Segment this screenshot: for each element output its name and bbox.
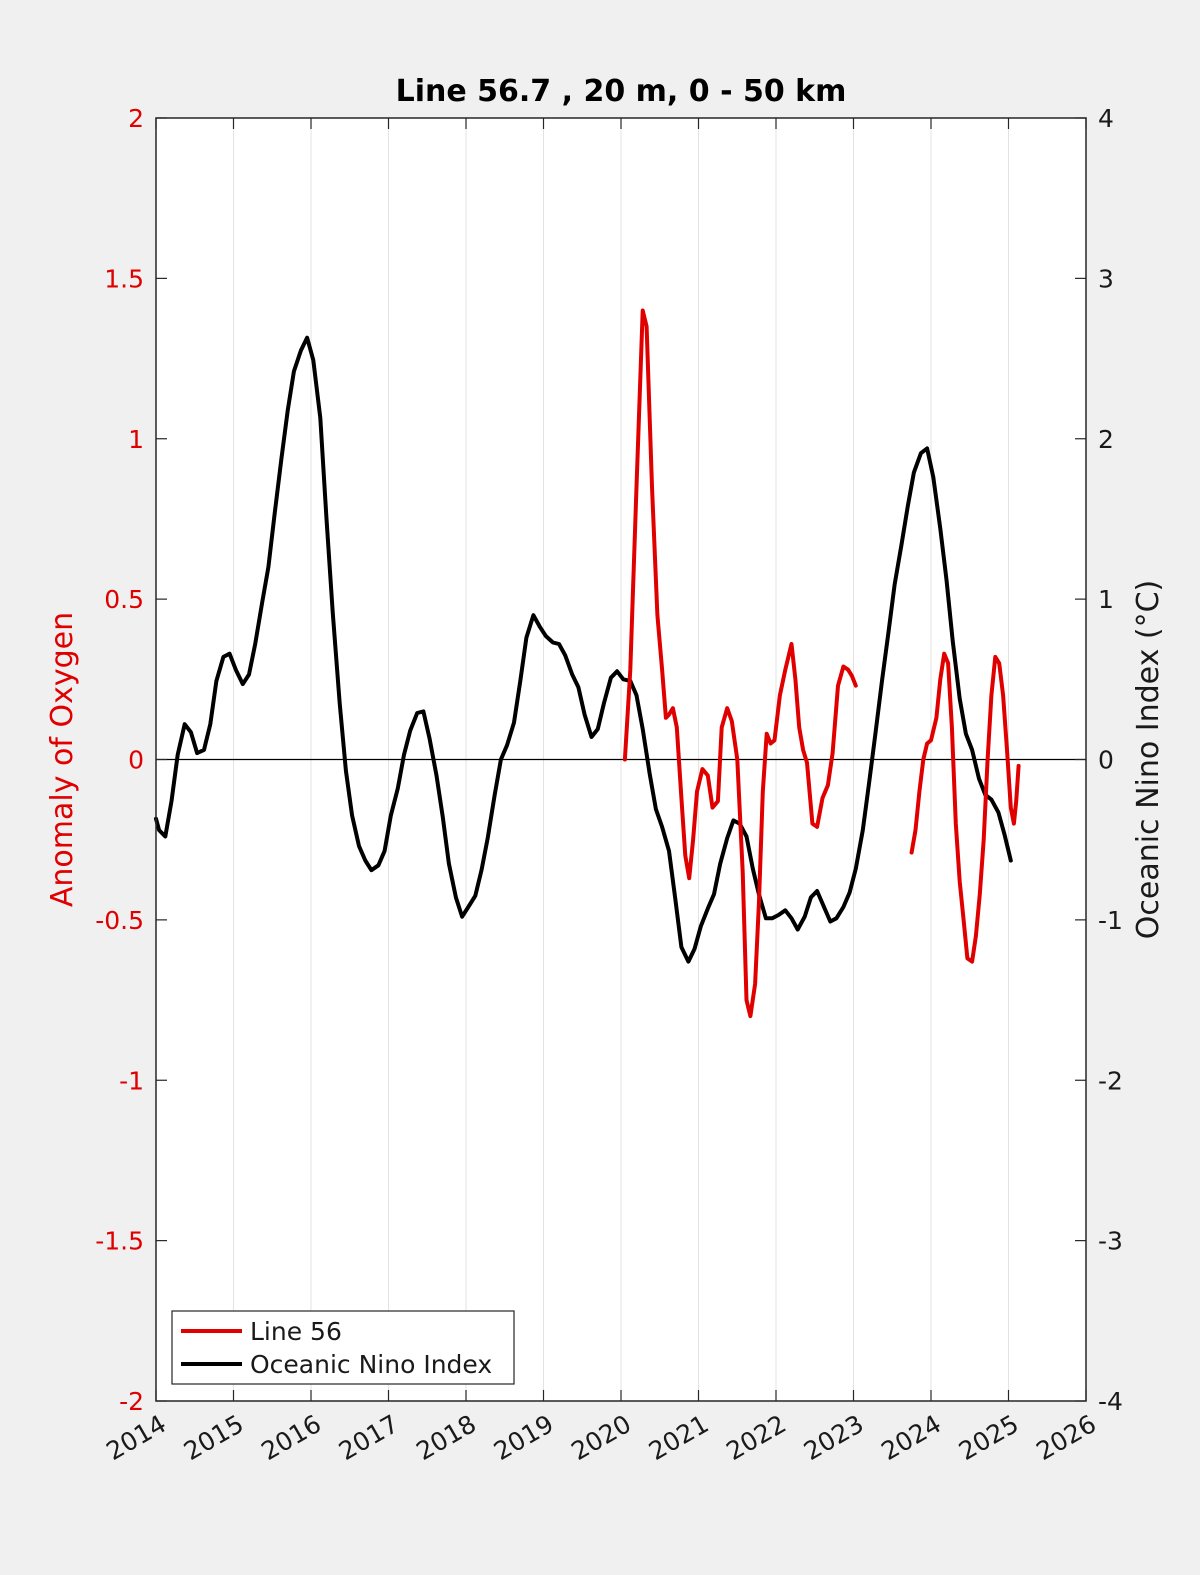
y-tick-label-right: -3 bbox=[1098, 1227, 1123, 1256]
y-axis-label-left: Anomaly of Oxygen bbox=[45, 612, 80, 907]
y-tick-label-left: -1.5 bbox=[95, 1227, 144, 1256]
series-line-oceanic-nino-index bbox=[154, 335, 1013, 964]
y-tick-label-right: -1 bbox=[1098, 906, 1123, 935]
y-tick-label-right: -2 bbox=[1098, 1066, 1123, 1095]
legend-box bbox=[171, 1310, 515, 1385]
y-tick-label-right: 2 bbox=[1098, 425, 1114, 454]
y-tick-label-right: 4 bbox=[1098, 104, 1114, 133]
y-tick-label-right: 0 bbox=[1098, 746, 1114, 775]
legend: Line 56 Oceanic Nino Index bbox=[171, 1310, 515, 1385]
y-tick-label-left: 0.5 bbox=[104, 585, 144, 614]
y-tick-label-right: -4 bbox=[1098, 1387, 1123, 1416]
y-tick-label-left: 1.5 bbox=[104, 264, 144, 293]
y-tick-label-left: 1 bbox=[128, 425, 144, 454]
legend-label-oni: Oceanic Nino Index bbox=[250, 1350, 492, 1379]
y-tick-label-left: -2 bbox=[119, 1387, 144, 1416]
y-tick-label-left: 2 bbox=[128, 104, 144, 133]
y-tick-label-left: -1 bbox=[119, 1066, 144, 1095]
chart-title: Line 56.7 , 20 m, 0 - 50 km bbox=[396, 74, 847, 109]
y-tick-label-right: 3 bbox=[1098, 264, 1114, 293]
y-tick-label-left: -0.5 bbox=[95, 906, 144, 935]
y-tick-label-right: 1 bbox=[1098, 585, 1114, 614]
legend-label-line56: Line 56 bbox=[250, 1317, 342, 1346]
series-line-line-56 bbox=[909, 651, 1021, 964]
y-axis-label-right: Oceanic Nino Index (°C) bbox=[1131, 580, 1166, 940]
y-tick-label-left: 0 bbox=[128, 746, 144, 775]
series-line-line-56 bbox=[622, 308, 858, 1019]
series-lines bbox=[154, 308, 1021, 1019]
